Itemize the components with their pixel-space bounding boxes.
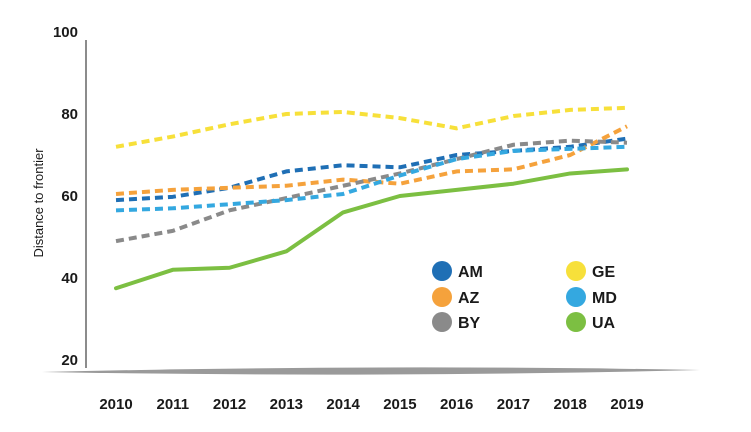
legend-swatch-by — [432, 312, 452, 332]
x-tick-label: 2016 — [440, 396, 473, 413]
series-layer — [114, 105, 629, 291]
legend: AM AZ BY GE MD UA — [432, 261, 617, 332]
series-line-am — [115, 136, 628, 203]
y-tick-label: 60 — [61, 188, 78, 205]
x-tick-label: 2017 — [497, 396, 530, 413]
series-line-az — [115, 124, 628, 196]
y-tick-label: 100 — [53, 24, 78, 41]
legend-swatch-az — [432, 287, 452, 307]
y-tick-label: 40 — [61, 270, 78, 287]
legend-swatch-am — [432, 261, 452, 281]
legend-label-md: MD — [592, 290, 617, 307]
axes: 20 40 60 80 100 2010 2011 2012 2013 2014 2015 2016 2… — [42, 24, 700, 413]
x-tick-label: 2010 — [99, 396, 132, 413]
legend-label-ge: GE — [592, 264, 615, 281]
x-tick-label: 2019 — [610, 396, 643, 413]
x-axis-baseline — [42, 367, 700, 375]
series-line-md — [115, 144, 628, 213]
x-tick-label: 2018 — [554, 396, 587, 413]
y-axis-label: Distance to frontier — [31, 148, 46, 258]
legend-label-am: AM — [458, 264, 483, 281]
x-tick-label: 2015 — [383, 396, 416, 413]
x-tick-label: 2012 — [213, 396, 246, 413]
legend-swatch-ge — [566, 261, 586, 281]
legend-label-by: BY — [458, 315, 481, 332]
series-line-by — [115, 138, 628, 244]
legend-swatch-ua — [566, 312, 586, 332]
legend-label-az: AZ — [458, 290, 480, 307]
y-tick-label: 20 — [61, 352, 78, 369]
legend-swatch-md — [566, 287, 586, 307]
series-line-ua — [114, 167, 629, 291]
x-tick-label: 2014 — [326, 396, 360, 413]
legend-label-ua: UA — [592, 315, 616, 332]
x-tick-label: 2013 — [270, 396, 303, 413]
y-tick-label: 80 — [61, 106, 78, 123]
series-line-ge — [115, 105, 628, 149]
x-tick-label: 2011 — [157, 396, 190, 413]
